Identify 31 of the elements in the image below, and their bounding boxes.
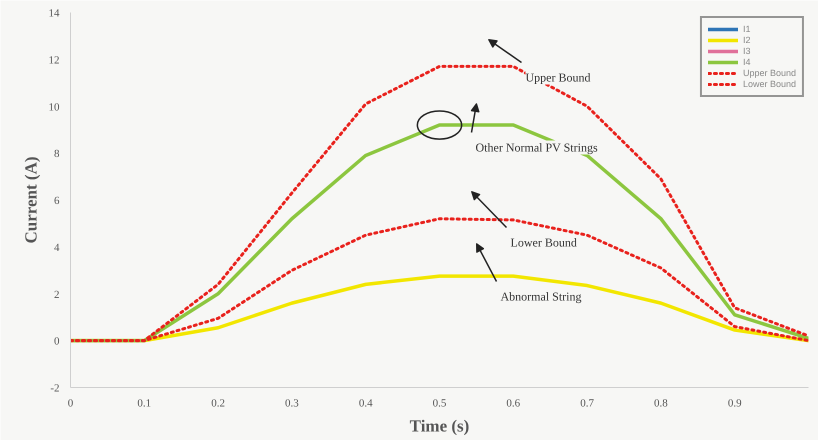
x-tick-label: 0 bbox=[68, 398, 74, 410]
x-tick-label: 0.7 bbox=[580, 398, 594, 410]
y-tick-label: 2 bbox=[54, 288, 60, 301]
legend-label: I4 bbox=[742, 57, 752, 67]
y-tick-label: 6 bbox=[54, 195, 60, 207]
annotation: Other Normal PV Strings bbox=[476, 140, 598, 154]
x-tick-label: 0.3 bbox=[285, 398, 300, 410]
legend-label: I2 bbox=[742, 35, 752, 45]
y-tick-label: -2 bbox=[50, 382, 60, 394]
y-tick-label: 12 bbox=[48, 54, 60, 66]
x-tick-label: 0.8 bbox=[654, 398, 668, 410]
x-tick-label: 0.2 bbox=[211, 398, 225, 410]
x-tick-label: 0.4 bbox=[358, 398, 374, 410]
x-tick-label: 0.9 bbox=[728, 398, 742, 410]
x-tick-label: 0.5 bbox=[432, 398, 447, 410]
y-tick-label: 10 bbox=[48, 101, 60, 114]
legend-label: Upper Bound bbox=[742, 68, 796, 78]
annotation: Lower Bound bbox=[510, 236, 577, 250]
x-tick-label: 0.6 bbox=[506, 398, 521, 410]
x-axis-title: Time (s) bbox=[410, 416, 470, 436]
annotation: Upper Bound bbox=[526, 70, 590, 84]
y-axis-title: Current (A) bbox=[22, 156, 40, 244]
annotation: Abnormal String bbox=[500, 290, 582, 304]
y-tick-label: 14 bbox=[48, 8, 60, 20]
y-tick-label: 0 bbox=[54, 336, 60, 348]
y-tick-label: 4 bbox=[54, 242, 60, 254]
x-tick-label: 0.1 bbox=[137, 398, 152, 410]
y-tick-label: 8 bbox=[54, 148, 60, 160]
legend-label: I3 bbox=[742, 46, 752, 56]
legend-label: I1 bbox=[742, 24, 752, 34]
legend-label: Lower Bound bbox=[742, 79, 796, 89]
